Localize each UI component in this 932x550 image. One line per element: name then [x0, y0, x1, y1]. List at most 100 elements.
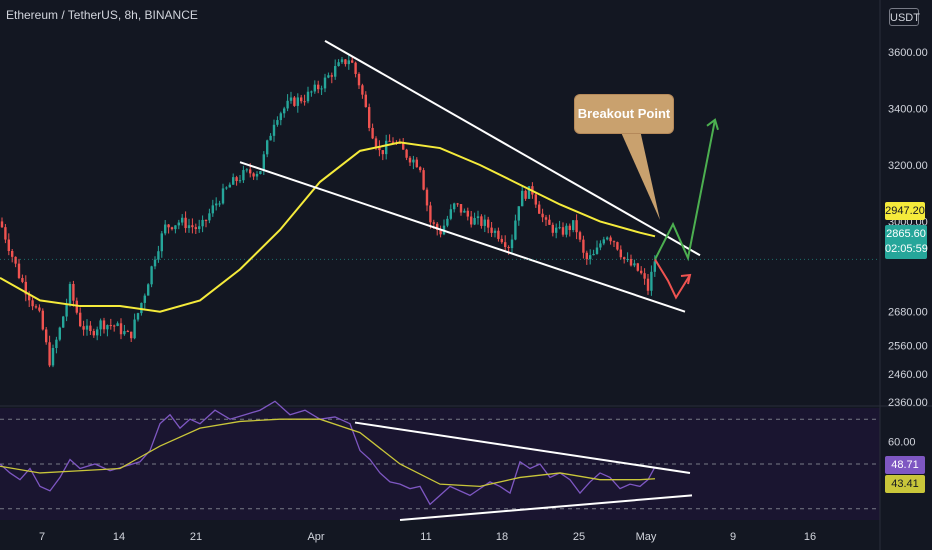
candle-body: [432, 222, 435, 224]
candle-body: [259, 171, 262, 174]
price-tick-label: 3400.00: [888, 104, 928, 116]
candle-body: [602, 239, 605, 244]
candle-body: [31, 300, 34, 307]
candle-body: [221, 188, 225, 204]
rsi-lower-trendline: [399, 494, 693, 521]
candle-body: [453, 203, 456, 210]
price-tick-label: 2360.00: [888, 397, 928, 409]
candle-body: [279, 113, 282, 121]
candle-body: [527, 186, 531, 199]
candle-body: [228, 184, 231, 188]
candle-body: [568, 225, 571, 230]
candle-body: [113, 325, 116, 327]
candle-body: [334, 66, 337, 77]
candle-body: [296, 97, 299, 106]
candle-body: [633, 263, 636, 266]
candle-body: [249, 169, 252, 174]
candle-body: [470, 216, 473, 225]
candle-body: [449, 209, 452, 219]
candle-body: [572, 220, 575, 230]
candle-body: [592, 253, 595, 256]
candle-body: [612, 241, 616, 243]
candle-body: [147, 284, 150, 296]
candle-body: [357, 73, 361, 86]
candle-body: [269, 135, 272, 141]
candle-body: [351, 60, 354, 63]
candle-body: [378, 147, 381, 151]
candle-body: [558, 227, 561, 229]
candle-body: [119, 323, 123, 335]
rsi-ma-line: [0, 418, 656, 488]
candle-body: [544, 217, 548, 220]
candle-body: [126, 331, 129, 333]
bearish-arrow-head: [680, 273, 692, 285]
callout-pointer: [620, 130, 660, 220]
candle-body: [643, 273, 646, 279]
candle-body: [201, 219, 204, 227]
time-tick-label: 16: [804, 531, 816, 543]
candle-body: [232, 177, 235, 185]
candle-body: [415, 159, 418, 168]
candle-body: [500, 238, 503, 243]
candle-body: [551, 224, 554, 233]
candle-body: [619, 249, 622, 258]
candle-body: [187, 225, 191, 229]
candle-body: [211, 205, 214, 214]
candle-body: [374, 138, 378, 148]
time-tick-label: May: [636, 531, 657, 543]
candle-body: [106, 325, 109, 330]
candle-body: [589, 255, 592, 260]
time-tick-label: 14: [113, 531, 125, 543]
candle-body: [466, 210, 469, 217]
candle-body: [487, 219, 490, 228]
time-tick-label: 11: [420, 531, 431, 543]
upper-trendline: [324, 39, 701, 257]
candle-body: [96, 329, 99, 336]
breakout-point-callout: Breakout Point: [575, 95, 673, 133]
rsi-upper-trendline: [354, 421, 691, 474]
lower-trendline: [239, 161, 686, 313]
candle-body: [504, 242, 507, 247]
candle-body: [303, 101, 306, 103]
candle-body: [266, 140, 269, 155]
currency-label[interactable]: USDT: [889, 8, 920, 26]
candle-body: [225, 187, 228, 189]
candle-body: [14, 256, 17, 264]
candle-body: [92, 331, 95, 336]
candle-body: [0, 221, 4, 228]
candle-body: [565, 225, 568, 235]
candle-body: [575, 220, 578, 233]
candle-body: [436, 223, 439, 230]
candle-body: [344, 59, 347, 65]
candle-body: [11, 250, 14, 257]
candle-body: [133, 319, 136, 339]
candle-body: [79, 312, 82, 327]
candle-body: [606, 237, 609, 240]
candle-body: [429, 205, 432, 223]
candle-body: [422, 170, 425, 190]
symbol-header[interactable]: Ethereum / TetherUS, 8h, BINANCE: [6, 8, 198, 22]
candle-body: [34, 306, 38, 308]
candle-body: [218, 203, 221, 205]
candle-body: [215, 203, 218, 206]
time-tick-label: Apr: [307, 531, 324, 543]
candle-body: [75, 300, 78, 313]
candle-body: [402, 142, 405, 150]
candle-body: [548, 219, 551, 225]
candle-body: [177, 222, 180, 226]
candle-body: [136, 313, 140, 320]
candle-body: [561, 227, 565, 235]
candle-body: [283, 108, 286, 114]
time-tick-label: 7: [39, 531, 45, 543]
bar-countdown: 02:05:59: [885, 243, 928, 255]
candle-body: [616, 242, 619, 250]
candle-body: [347, 60, 350, 65]
candle-body: [62, 316, 65, 328]
candle-body: [289, 97, 293, 101]
candle-body: [58, 327, 61, 340]
candle-body: [629, 259, 633, 266]
bullish-arrow-head: [706, 118, 719, 131]
candle-body: [640, 270, 643, 274]
candle-body: [150, 266, 153, 285]
